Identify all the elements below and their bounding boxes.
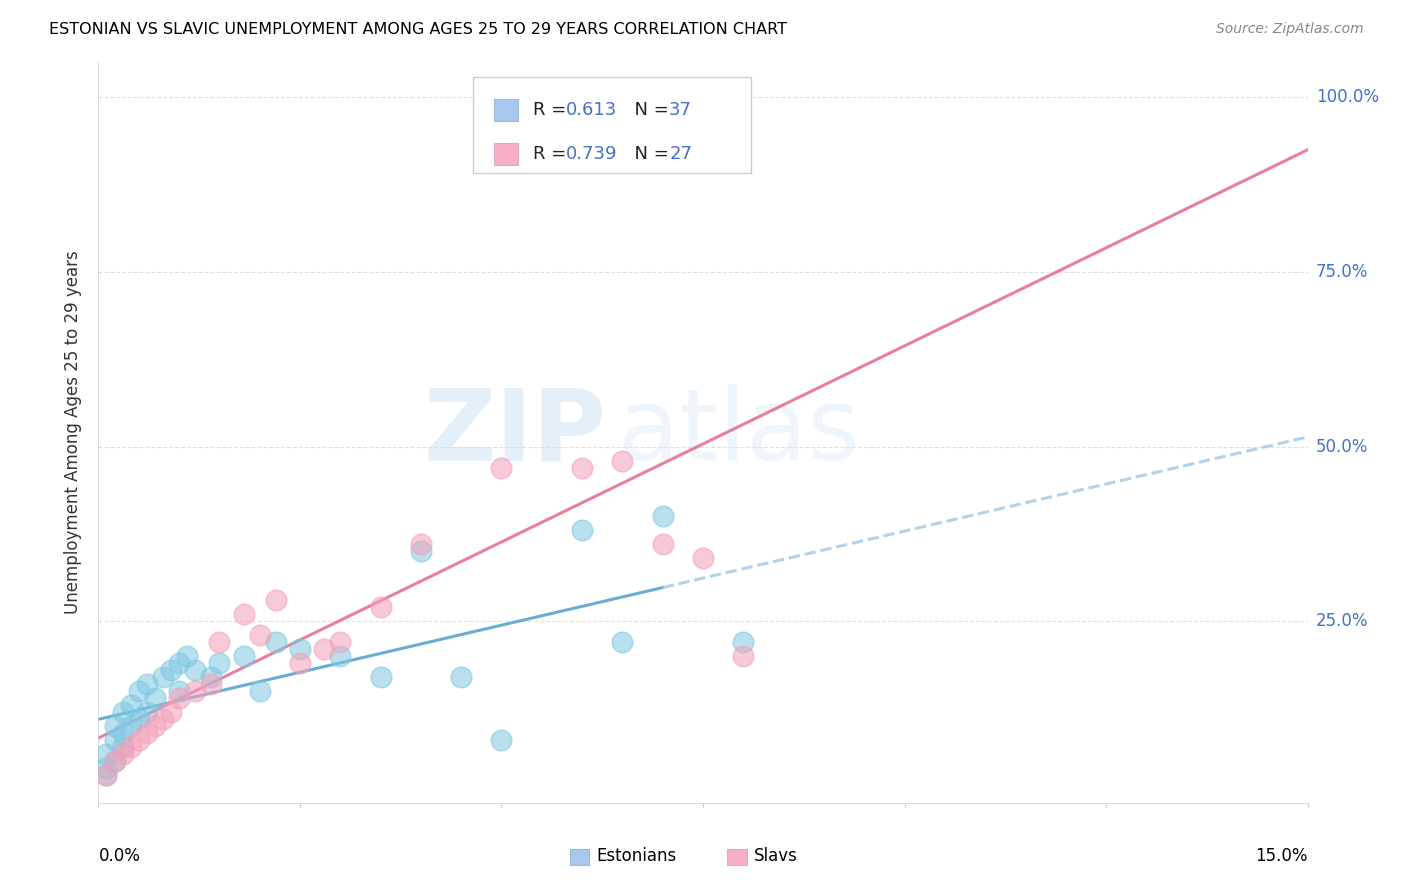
Text: 100.0%: 100.0% [1316, 88, 1379, 106]
Text: atlas: atlas [619, 384, 860, 481]
Y-axis label: Unemployment Among Ages 25 to 29 years: Unemployment Among Ages 25 to 29 years [65, 251, 83, 615]
Point [176, 649, 198, 664]
FancyBboxPatch shape [474, 78, 751, 173]
Point [111, 747, 134, 761]
Point [288, 656, 311, 670]
Point [450, 670, 472, 684]
Text: 0.0%: 0.0% [98, 847, 141, 865]
Point [143, 691, 166, 706]
Text: 37: 37 [669, 102, 692, 120]
Point [409, 537, 432, 551]
Point [264, 635, 287, 649]
Point [111, 705, 134, 719]
Point [128, 712, 150, 726]
Point [612, 112, 634, 126]
Point [264, 593, 287, 607]
Point [152, 670, 174, 684]
Point [96, 747, 118, 761]
Point [128, 684, 150, 698]
Text: 0.613: 0.613 [567, 102, 617, 120]
Text: R =: R = [533, 145, 571, 163]
Point [103, 754, 125, 768]
Point [152, 712, 174, 726]
Point [143, 719, 166, 733]
Point [120, 698, 142, 712]
Point [208, 635, 231, 649]
Text: Estonians: Estonians [596, 847, 676, 865]
Point [208, 656, 231, 670]
Point [491, 460, 513, 475]
Point [111, 726, 134, 740]
Point [370, 670, 392, 684]
Point [167, 656, 190, 670]
Point [232, 607, 254, 622]
Point [370, 600, 392, 615]
Point [184, 684, 207, 698]
Point [612, 453, 634, 467]
Point [571, 460, 593, 475]
FancyBboxPatch shape [494, 99, 517, 121]
Point [692, 551, 714, 566]
Text: ESTONIAN VS SLAVIC UNEMPLOYMENT AMONG AGES 25 TO 29 YEARS CORRELATION CHART: ESTONIAN VS SLAVIC UNEMPLOYMENT AMONG AG… [49, 22, 787, 37]
Text: 27: 27 [669, 145, 692, 163]
Point [103, 754, 125, 768]
Point [160, 663, 183, 677]
Point [651, 509, 673, 524]
Point [128, 733, 150, 747]
Point [103, 733, 125, 747]
Text: 0.739: 0.739 [567, 145, 617, 163]
Point [111, 739, 134, 754]
Point [135, 677, 157, 691]
Point [733, 635, 755, 649]
Point [314, 642, 336, 657]
Point [103, 719, 125, 733]
Point [409, 544, 432, 558]
Point [184, 663, 207, 677]
Point [160, 705, 183, 719]
Point [167, 691, 190, 706]
Point [329, 635, 352, 649]
Point [167, 684, 190, 698]
Point [249, 628, 271, 642]
Text: ZIP: ZIP [423, 384, 606, 481]
Point [491, 733, 513, 747]
Text: 75.0%: 75.0% [1316, 263, 1368, 281]
Point [733, 649, 755, 664]
Point [571, 524, 593, 538]
Point [135, 705, 157, 719]
FancyBboxPatch shape [494, 143, 517, 165]
Text: N =: N = [623, 145, 675, 163]
FancyBboxPatch shape [727, 848, 747, 865]
Point [200, 677, 222, 691]
Text: R =: R = [533, 102, 571, 120]
Point [96, 761, 118, 775]
Text: 15.0%: 15.0% [1256, 847, 1308, 865]
Point [96, 768, 118, 782]
Point [120, 719, 142, 733]
Point [135, 726, 157, 740]
Text: 25.0%: 25.0% [1316, 612, 1368, 631]
Point [612, 635, 634, 649]
Point [96, 768, 118, 782]
FancyBboxPatch shape [569, 848, 589, 865]
Point [232, 649, 254, 664]
Point [651, 537, 673, 551]
Text: Source: ZipAtlas.com: Source: ZipAtlas.com [1216, 22, 1364, 37]
Point [120, 739, 142, 754]
Point [329, 649, 352, 664]
Point [200, 670, 222, 684]
Point [249, 684, 271, 698]
Point [288, 642, 311, 657]
Text: 50.0%: 50.0% [1316, 438, 1368, 456]
Text: Slavs: Slavs [754, 847, 797, 865]
Text: N =: N = [623, 102, 675, 120]
